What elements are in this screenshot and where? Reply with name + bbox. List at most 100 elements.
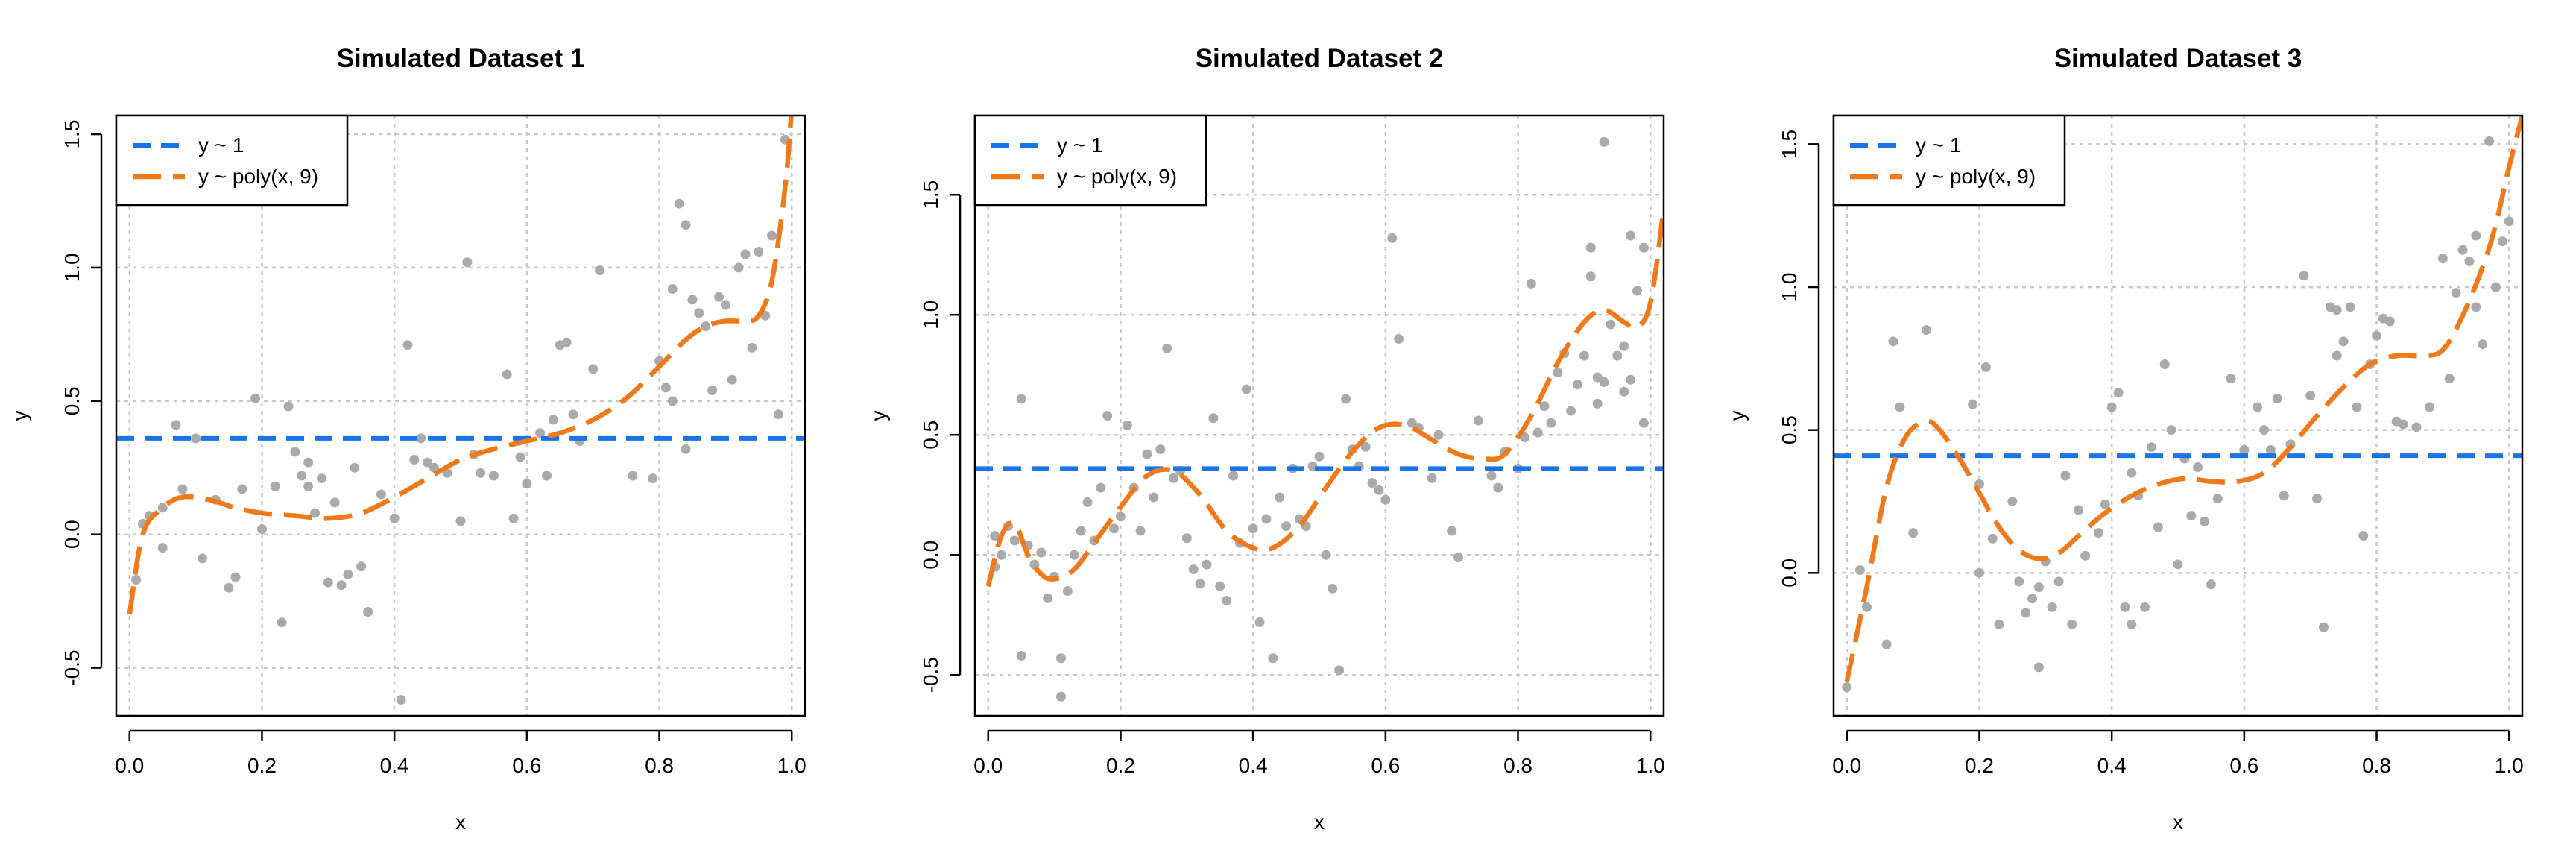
data-point — [568, 409, 578, 420]
data-point — [462, 257, 473, 268]
data-point — [1275, 492, 1285, 503]
chart-svg: 0.0 0.2 0.4 0.6 0.8 1.0 -0.5 0.0 0.5 1.0 1.5 Simula… — [8, 44, 806, 834]
data-point — [1433, 430, 1444, 440]
data-point — [363, 606, 373, 617]
data-point — [727, 374, 737, 385]
data-point — [2451, 288, 2461, 298]
data-point — [997, 550, 1007, 560]
data-point — [2444, 374, 2455, 384]
data-point — [157, 503, 168, 513]
data-point — [1261, 514, 1272, 524]
data-point — [1109, 523, 1120, 534]
data-point — [628, 471, 638, 481]
data-point — [2014, 576, 2024, 587]
data-point — [990, 531, 1000, 541]
data-point — [681, 444, 691, 454]
data-point — [171, 420, 181, 430]
data-point — [1573, 380, 1582, 390]
data-point — [1980, 362, 1991, 372]
data-point — [1861, 602, 1872, 612]
data-point — [224, 582, 234, 593]
y-tick-label: 1.0 — [60, 253, 83, 282]
data-point — [131, 575, 142, 585]
data-point — [648, 473, 658, 484]
data-point — [1043, 593, 1053, 603]
data-point — [1638, 242, 1649, 253]
data-point — [1122, 420, 1132, 430]
data-point — [515, 452, 525, 462]
data-point — [1619, 386, 1629, 397]
data-point — [2212, 494, 2223, 504]
data-point — [2471, 302, 2481, 312]
data-point — [1076, 526, 1086, 536]
data-point — [747, 342, 757, 353]
data-point — [2490, 282, 2501, 292]
data-point — [714, 292, 724, 302]
legend-label-poly: y ~ poly(x, 9) — [1057, 165, 1177, 188]
data-point — [548, 415, 558, 425]
data-point — [2318, 622, 2329, 632]
legend-box — [1832, 114, 2066, 207]
poly-fit-line — [127, 116, 794, 615]
x-tick-label: 1.0 — [1636, 754, 1665, 777]
y-tick-label: 1.5 — [919, 180, 942, 210]
data-point — [2253, 402, 2263, 412]
data-point — [595, 265, 605, 276]
data-point — [476, 468, 486, 478]
data-point — [1208, 413, 1219, 424]
data-point — [2504, 216, 2514, 227]
data-point — [1895, 402, 1905, 412]
x-tick-label: 0.8 — [2362, 754, 2391, 777]
data-point — [2332, 350, 2342, 361]
data-point — [2457, 245, 2468, 255]
data-point — [396, 695, 406, 705]
x-axis: 0.0 0.2 0.4 0.6 0.8 1.0 — [1832, 729, 2524, 777]
x-axis-label: x — [455, 811, 466, 834]
data-point — [561, 337, 572, 347]
data-point — [283, 401, 294, 412]
y-tick-label: 1.5 — [1778, 130, 1801, 159]
data-point — [290, 447, 300, 457]
data-point — [1202, 559, 1212, 570]
data-point — [1881, 639, 1892, 649]
y-tick-label: 1.0 — [1778, 273, 1801, 302]
data-point — [177, 484, 188, 494]
y-tick-label: 0.0 — [60, 520, 83, 549]
data-point — [1195, 579, 1205, 589]
data-point — [1921, 325, 1931, 335]
data-point — [2120, 602, 2130, 612]
data-point — [1619, 341, 1629, 351]
data-point — [733, 262, 744, 273]
y-tick-label: 0.0 — [919, 541, 942, 570]
data-point — [2398, 419, 2408, 430]
data-point — [1142, 449, 1152, 459]
data-point — [2100, 499, 2110, 509]
data-point — [1367, 478, 1377, 488]
data-point — [1169, 473, 1179, 483]
data-point — [1056, 691, 1066, 702]
data-point — [409, 455, 420, 465]
data-point — [1062, 586, 1073, 597]
data-point — [701, 321, 711, 332]
data-point — [2239, 445, 2250, 455]
data-point — [343, 569, 353, 579]
y-axis: 0.0 0.5 1.0 1.5 — [1778, 130, 1820, 588]
data-point — [1341, 394, 1351, 404]
data-point — [1526, 278, 1536, 289]
y-axis-label: y — [8, 411, 31, 421]
data-point — [310, 508, 321, 518]
legend-label-mean: y ~ 1 — [1916, 133, 1961, 157]
data-point — [687, 295, 698, 305]
data-point — [2484, 136, 2495, 146]
legend-label-mean: y ~ 1 — [198, 133, 244, 157]
data-point — [522, 479, 532, 489]
data-point — [2173, 559, 2183, 570]
data-point — [1328, 583, 1338, 594]
data-point — [681, 220, 691, 230]
data-point — [1599, 136, 1609, 147]
data-point — [2345, 302, 2355, 312]
data-point — [1888, 336, 1898, 347]
chart-svg: 0.0 0.2 0.4 0.6 0.8 1.0 0.0 0.5 1.0 1.5 Simulated … — [1726, 44, 2524, 834]
y-tick-label: -0.5 — [60, 649, 83, 685]
data-point — [1612, 350, 1623, 361]
